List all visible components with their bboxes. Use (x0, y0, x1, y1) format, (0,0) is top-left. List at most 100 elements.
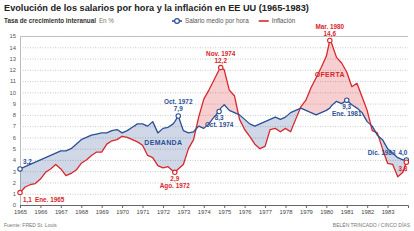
annotation-marker (345, 98, 349, 102)
tick-mark (367, 205, 368, 208)
x-tick: 1968 (75, 205, 88, 215)
title: Evolución de los salarios por hora y la … (4, 3, 309, 13)
y-tick-label: 3 (13, 169, 16, 175)
annotation-value: 7,9 (174, 105, 183, 113)
x-tick-label: 1971 (137, 209, 150, 215)
x-axis: 1965 1966 1967 1968 1969 1970 1971 1972 1973 1974… (14, 205, 408, 215)
x-tick: 1980 (320, 205, 333, 215)
annotation-value: 4,0 (398, 149, 407, 157)
x-tick: 1982 (361, 205, 374, 215)
x-tick: 1979 (300, 205, 313, 215)
source: Fuente: FRED St. Louis (4, 222, 57, 228)
tick-mark (40, 205, 41, 208)
legend-label: Salario medio por hora (185, 17, 249, 25)
x-tick-label: 1982 (361, 209, 374, 215)
x-tick: 1974 (198, 205, 212, 215)
y-tick: 1 (13, 191, 408, 197)
annotation-marker (328, 38, 332, 42)
y-tick-label: 8 (13, 112, 16, 118)
grid-line (20, 36, 408, 37)
annotation-value: 3,8 (398, 165, 407, 173)
y-tick-label: 13 (10, 56, 16, 62)
x-tick: 1966 (34, 205, 47, 215)
tick-mark (326, 205, 327, 208)
grid-line (20, 194, 408, 195)
x-tick-label: 1970 (116, 209, 129, 215)
x-tick-label: 1981 (341, 209, 354, 215)
x-tick: 1981 (341, 205, 354, 215)
annotation-marker (217, 109, 221, 113)
y-tick-label: 0 (13, 202, 16, 208)
series-line (20, 41, 406, 193)
tick-mark (183, 205, 184, 208)
tick-mark (347, 205, 348, 208)
tick-mark (306, 205, 307, 208)
y-tick-label: 4 (13, 157, 17, 163)
x-tick-label: 1976 (239, 209, 252, 215)
y-tick-label: 15 (10, 33, 16, 39)
annotation-date: Nov. 1974 (206, 50, 236, 57)
x-axis-line (21, 206, 409, 209)
region-label: OFERTA (315, 71, 345, 78)
tick-mark (204, 205, 205, 208)
tick-mark (265, 205, 266, 208)
tick-mark (122, 205, 123, 208)
y-tick-label: 14 (10, 45, 17, 51)
series-line (20, 100, 406, 169)
tick-mark (143, 205, 144, 208)
y-tick-label: 12 (10, 67, 16, 73)
gap-area (20, 41, 406, 193)
x-tick-label: 1978 (280, 209, 293, 215)
tick-mark (285, 205, 286, 208)
grid-line (20, 182, 408, 183)
x-tick-label: 1979 (300, 209, 313, 215)
x-tick-label: 1967 (55, 209, 68, 215)
x-tick: 1973 (177, 205, 190, 215)
y-tick-label: 10 (10, 90, 16, 96)
annotation-date: Oct. 1974 (205, 121, 234, 128)
annotation-marker (219, 65, 223, 69)
annotation-marker (404, 160, 408, 164)
annotation-value: 3,2 (23, 158, 32, 166)
annotation-marker (173, 170, 177, 174)
x-tick: 1975 (218, 205, 231, 215)
annotation-marker (18, 167, 22, 171)
x-tick-label: 1966 (34, 209, 47, 215)
x-tick-label: 1983 (382, 209, 395, 215)
x-tick: 1976 (239, 205, 252, 215)
annotation-value: 12,2 (215, 57, 228, 65)
legend-item: Inflación (259, 17, 296, 24)
y-tick-label: 5 (13, 146, 16, 152)
x-tick-label: 1972 (157, 209, 170, 215)
legend-swatch (259, 20, 269, 22)
annotation-date: Ene. 1965 (35, 196, 65, 203)
gap-area (20, 41, 406, 193)
x-tick: 1978 (280, 205, 293, 215)
legend-marker (175, 19, 180, 24)
x-tick: 1972 (157, 205, 170, 215)
y-tick: 15 (10, 33, 408, 39)
x-tick-label: 1977 (259, 209, 272, 215)
y-tick-label: 7 (13, 123, 16, 129)
x-tick: 1965 (14, 205, 27, 215)
x-tick-label: 1975 (218, 209, 231, 215)
chart: Evolución de los salarios por hora y la … (0, 0, 414, 231)
x-tick: 1969 (96, 205, 109, 215)
grid-line (20, 47, 408, 48)
tick-mark (20, 205, 21, 208)
x-tick-label: 1969 (96, 209, 109, 215)
tick-mark (388, 205, 389, 208)
x-tick: 1967 (55, 205, 68, 215)
x-tick-label: 1980 (320, 209, 333, 215)
y-tick-label: 9 (13, 101, 16, 107)
annotation-date: Ene. 1981 (332, 110, 362, 117)
x-tick: 1970 (116, 205, 129, 215)
tick-mark (81, 205, 82, 208)
tick-mark (163, 205, 164, 208)
legend: Salario medio por hora Inflación (172, 17, 296, 25)
x-tick: 1977 (259, 205, 272, 215)
tick-mark (245, 205, 246, 208)
grid-line (20, 137, 408, 138)
plot-area (20, 41, 406, 193)
annotation-date: Mar. 1980 (315, 23, 344, 30)
